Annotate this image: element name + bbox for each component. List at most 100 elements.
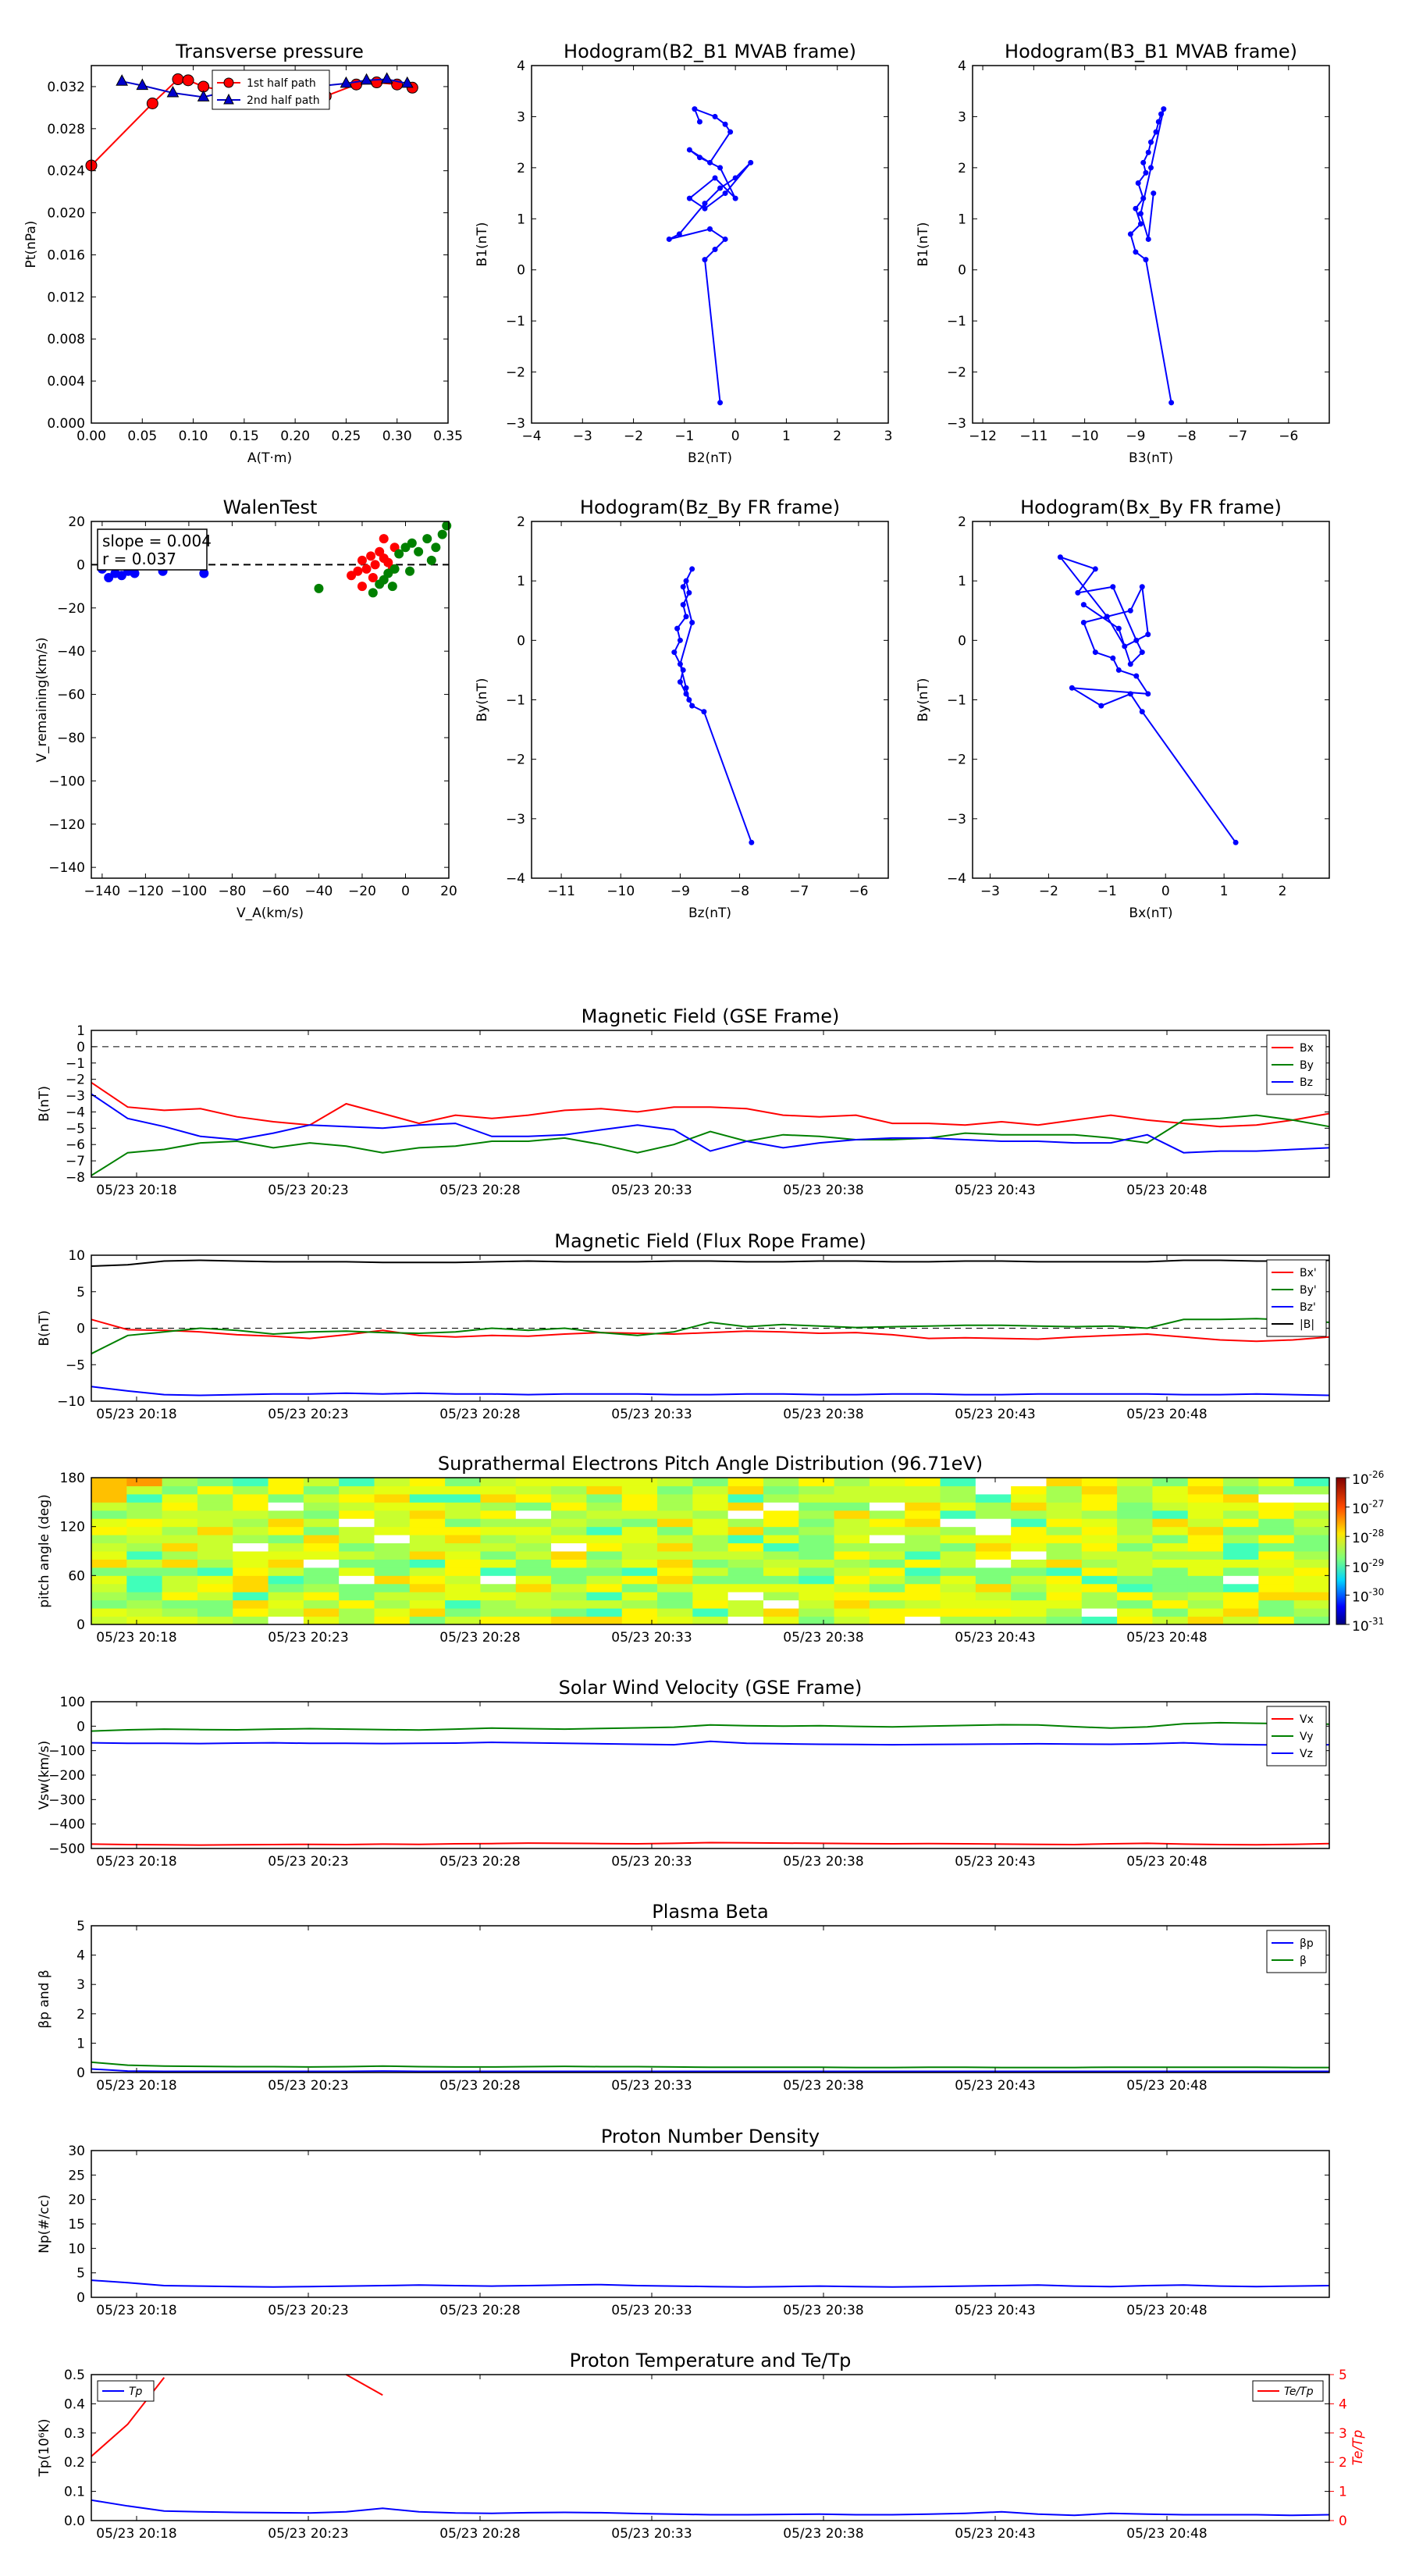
heatmap-cell — [197, 1510, 233, 1519]
heatmap-cell — [303, 1583, 340, 1592]
heatmap-cell — [657, 1567, 693, 1576]
heatmap-cell — [1258, 1583, 1295, 1592]
data-point — [727, 129, 734, 135]
heatmap-cell — [586, 1599, 623, 1609]
data-point — [426, 555, 436, 565]
x-tick-label: 1 — [1220, 884, 1229, 899]
x-tick-label: 05/23 20:28 — [439, 1183, 520, 1198]
heatmap-cell — [975, 1575, 1012, 1585]
data-point — [146, 97, 158, 109]
heatmap-cell — [1293, 1551, 1330, 1560]
colorbar-label: 10-26 — [1352, 1469, 1384, 1488]
heatmap-cell — [763, 1592, 799, 1601]
heatmap-cell — [515, 1551, 552, 1560]
y-tick-label: −4 — [947, 871, 966, 887]
heatmap-cell — [727, 1551, 764, 1560]
data-point — [707, 159, 713, 165]
heatmap-cell — [1011, 1575, 1047, 1585]
heatmap-cell — [515, 1583, 552, 1592]
heatmap-cell — [303, 1493, 340, 1503]
x-tick-label: 05/23 20:33 — [611, 2078, 692, 2094]
heatmap-cell — [91, 1518, 127, 1528]
heatmap-cell — [339, 1510, 375, 1519]
y-tick-label: 2 — [517, 514, 525, 530]
data-point — [732, 195, 738, 201]
x-tick-label: −140 — [84, 884, 121, 899]
heatmap-cell — [1081, 1542, 1118, 1552]
heatmap-cell — [162, 1599, 198, 1609]
heatmap-cell — [940, 1567, 976, 1576]
x-tick-label: −4 — [521, 429, 541, 444]
heatmap-cell — [621, 1485, 658, 1495]
chart-title: WalenTest — [223, 496, 318, 518]
x-tick-label: −6 — [848, 884, 868, 899]
heatmap-cell — [657, 1510, 693, 1519]
heatmap-cell — [303, 1599, 340, 1609]
heatmap-cell — [799, 1493, 835, 1503]
heatmap-cell — [727, 1559, 764, 1568]
heatmap-cell — [551, 1616, 587, 1625]
heatmap-cell — [1081, 1526, 1118, 1535]
x-tick-label: 05/23 20:23 — [268, 1183, 348, 1198]
x-tick-label: −1 — [674, 429, 694, 444]
heatmap-cell — [975, 1502, 1012, 1511]
heatmap-cell — [763, 1526, 799, 1535]
x-tick-label: −80 — [218, 884, 246, 899]
x-tick-label: 05/23 20:28 — [439, 2078, 520, 2094]
y-axis-label: By(nT) — [916, 678, 931, 721]
heatmap-cell — [551, 1526, 587, 1535]
legend-label: 2nd half path — [247, 94, 320, 107]
heatmap-cell — [91, 1567, 127, 1576]
x-tick-label: 0 — [401, 884, 410, 899]
heatmap-cell — [1152, 1542, 1189, 1552]
heatmap-cell — [409, 1616, 446, 1625]
heatmap-cell — [940, 1592, 976, 1601]
heatmap-cell — [409, 1599, 446, 1609]
heatmap-cell — [197, 1616, 233, 1625]
y-tick-label: 10 — [68, 2241, 85, 2257]
data-point — [680, 667, 686, 673]
legend-label: Bx — [1300, 1042, 1314, 1055]
heatmap-cell — [1223, 1567, 1259, 1576]
y-tick-label: −500 — [48, 1841, 85, 1857]
heatmap-cell — [303, 1485, 340, 1495]
heatmap-cell — [445, 1478, 481, 1486]
heatmap-cell — [126, 1518, 163, 1528]
heatmap-cell — [268, 1510, 304, 1519]
heatmap-cell — [657, 1478, 693, 1486]
heatmap-cell — [657, 1493, 693, 1503]
x-tick-label: 05/23 20:33 — [611, 1407, 692, 1422]
x-axis-label: A(T·m) — [247, 450, 292, 466]
y-axis-label: Tp(10⁶K) — [37, 2418, 52, 2477]
data-point — [1139, 709, 1145, 715]
chart-hxy: Hodogram(Bx_By FR frame) −3 −2 −1 0 1 2 −4 −3 −2 −… — [916, 496, 1330, 921]
heatmap-cell — [975, 1551, 1012, 1560]
heatmap-cell — [834, 1616, 870, 1625]
heatmap-cell — [1187, 1616, 1224, 1625]
heatmap-cell — [657, 1559, 693, 1568]
heatmap-cell — [126, 1575, 163, 1585]
heatmap-cell — [374, 1526, 411, 1535]
heatmap-cell — [869, 1608, 905, 1617]
heatmap-cell — [799, 1478, 835, 1486]
heatmap-cell — [763, 1502, 799, 1511]
heatmap-cell — [1081, 1485, 1118, 1495]
heatmap-cell — [727, 1567, 764, 1576]
data-point — [1143, 169, 1149, 176]
chart-vsw: Solar Wind Velocity (GSE Frame) −500 −400 −… — [37, 1677, 1330, 1870]
heatmap-cell — [1117, 1526, 1153, 1535]
x-tick-label: 05/23 20:28 — [439, 1854, 520, 1870]
x-tick-label: 05/23 20:28 — [439, 1630, 520, 1646]
heatmap-cell — [1223, 1542, 1259, 1552]
data-point — [1057, 554, 1063, 560]
heatmap-cell — [1187, 1526, 1224, 1535]
data-point — [116, 74, 129, 86]
plot-frame — [91, 2374, 1330, 2521]
heatmap-cell — [905, 1542, 941, 1552]
heatmap-cell — [940, 1551, 976, 1560]
data-point — [749, 839, 755, 845]
heatmap-cell — [1223, 1478, 1259, 1486]
heatmap-cell — [1046, 1518, 1083, 1528]
heatmap-cell — [551, 1599, 587, 1609]
